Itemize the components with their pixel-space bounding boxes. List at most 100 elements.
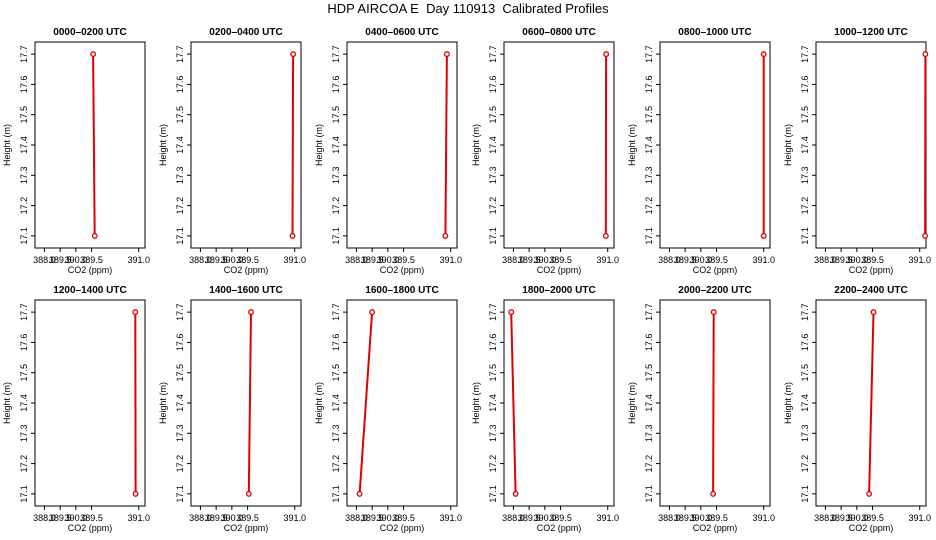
y-tick-label: 17.2 — [644, 455, 654, 473]
plot-frame — [659, 299, 771, 507]
x-tick-label: 391.0 — [127, 255, 150, 265]
x-tick-label: 389.5 — [674, 255, 697, 265]
y-tick-label: 17.3 — [331, 425, 341, 443]
y-tick-label: 17.5 — [19, 106, 29, 124]
x-tick-label: 390.0 — [534, 513, 557, 523]
y-tick-label: 17.3 — [331, 167, 341, 185]
y-tick-label: 17.1 — [175, 485, 185, 503]
x-tick-label: 389.5 — [830, 513, 853, 523]
profile-line — [510, 312, 517, 494]
panel-title: 0000–0200 UTC — [53, 27, 126, 38]
panel-title: 2000–2200 UTC — [678, 285, 751, 296]
x-tick-label: 390.0 — [534, 255, 557, 265]
profile-point — [710, 490, 717, 497]
y-tick-label: 17.4 — [644, 136, 654, 154]
profile-line — [247, 312, 252, 494]
x-tick-label: 390.0 — [377, 513, 400, 523]
x-tick-label: 389.5 — [518, 513, 541, 523]
y-tick-label: 17.2 — [19, 455, 29, 473]
y-tick-label: 17.1 — [19, 485, 29, 503]
plot-frame — [659, 41, 771, 249]
x-axis-label: CO2 (ppm) — [849, 265, 894, 275]
x-axis-label: CO2 (ppm) — [693, 265, 738, 275]
x-tick-label: 391.0 — [283, 513, 306, 523]
x-tick-label: 388.0 — [33, 513, 56, 523]
profile-point — [248, 309, 254, 316]
x-tick-label: 389.5 — [361, 513, 384, 523]
y-axis-label: Height (m) — [783, 382, 793, 424]
y-tick-label: 17.2 — [488, 455, 498, 473]
y-tick-label: 17.1 — [19, 227, 29, 245]
profile-line — [92, 54, 96, 236]
x-tick-label: 389.5 — [861, 513, 884, 523]
y-tick-label: 17.6 — [800, 76, 810, 94]
y-tick-label: 17.5 — [175, 106, 185, 124]
y-axis-label: Height (m) — [471, 124, 481, 166]
y-tick-label: 17.7 — [175, 45, 185, 63]
plot-frame — [34, 41, 146, 249]
y-tick-label: 17.2 — [175, 197, 185, 215]
y-axis-label: Height (m) — [627, 382, 637, 424]
x-tick-label: 389.5 — [49, 255, 72, 265]
y-tick-label: 17.1 — [488, 485, 498, 503]
x-axis-label: CO2 (ppm) — [224, 523, 269, 533]
y-axis-label: Height (m) — [158, 124, 168, 166]
plot-frame — [34, 299, 146, 507]
y-tick-label: 17.6 — [331, 76, 341, 94]
profile-line — [444, 54, 448, 236]
y-tick-label: 17.1 — [800, 485, 810, 503]
y-tick-label: 17.2 — [800, 455, 810, 473]
y-tick-label: 17.3 — [800, 167, 810, 185]
x-axis-label: CO2 (ppm) — [68, 523, 113, 533]
profile-point — [922, 232, 929, 239]
y-tick-label: 17.1 — [644, 485, 654, 503]
profile-point — [603, 51, 610, 58]
x-axis-label: CO2 (ppm) — [380, 523, 425, 533]
y-tick-label: 17.1 — [175, 227, 185, 245]
x-tick-label: 390.0 — [65, 513, 88, 523]
y-tick-label: 17.6 — [19, 76, 29, 94]
x-axis-label: CO2 (ppm) — [537, 265, 582, 275]
y-tick-label: 17.5 — [331, 106, 341, 124]
x-tick-label: 391.0 — [439, 255, 462, 265]
y-tick-label: 17.5 — [800, 106, 810, 124]
y-tick-label: 17.7 — [19, 45, 29, 63]
panel-title: 1600–1800 UTC — [365, 285, 438, 296]
x-tick-label: 388.0 — [345, 513, 368, 523]
panel-title: 0800–1000 UTC — [678, 27, 751, 38]
plot-frame — [190, 299, 302, 507]
panel-title: 1800–2000 UTC — [522, 285, 595, 296]
x-tick-label: 391.0 — [596, 255, 619, 265]
x-tick-label: 391.0 — [439, 513, 462, 523]
x-tick-label: 388.0 — [345, 255, 368, 265]
plot-frame — [503, 41, 615, 249]
y-tick-label: 17.5 — [175, 364, 185, 382]
y-tick-label: 17.4 — [19, 394, 29, 412]
y-tick-label: 17.6 — [488, 334, 498, 352]
x-tick-label: 389.5 — [205, 255, 228, 265]
y-tick-label: 17.3 — [488, 425, 498, 443]
y-tick-label: 17.2 — [19, 197, 29, 215]
profile-point — [602, 232, 609, 239]
y-tick-label: 17.7 — [331, 45, 341, 63]
chart-main-title: HDP AIRCOA E Day 110913 Calibrated Profi… — [327, 1, 609, 16]
x-tick-label: 389.5 — [392, 513, 415, 523]
y-tick-label: 17.4 — [488, 136, 498, 154]
y-tick-label: 17.3 — [19, 425, 29, 443]
profile-point — [512, 490, 519, 497]
y-tick-label: 17.4 — [19, 136, 29, 154]
x-axis-label: CO2 (ppm) — [693, 523, 738, 533]
panel-title: 0400–0600 UTC — [365, 27, 438, 38]
y-tick-label: 17.2 — [331, 197, 341, 215]
y-tick-label: 17.3 — [644, 425, 654, 443]
y-tick-label: 17.1 — [331, 485, 341, 503]
profile-point — [245, 490, 252, 497]
